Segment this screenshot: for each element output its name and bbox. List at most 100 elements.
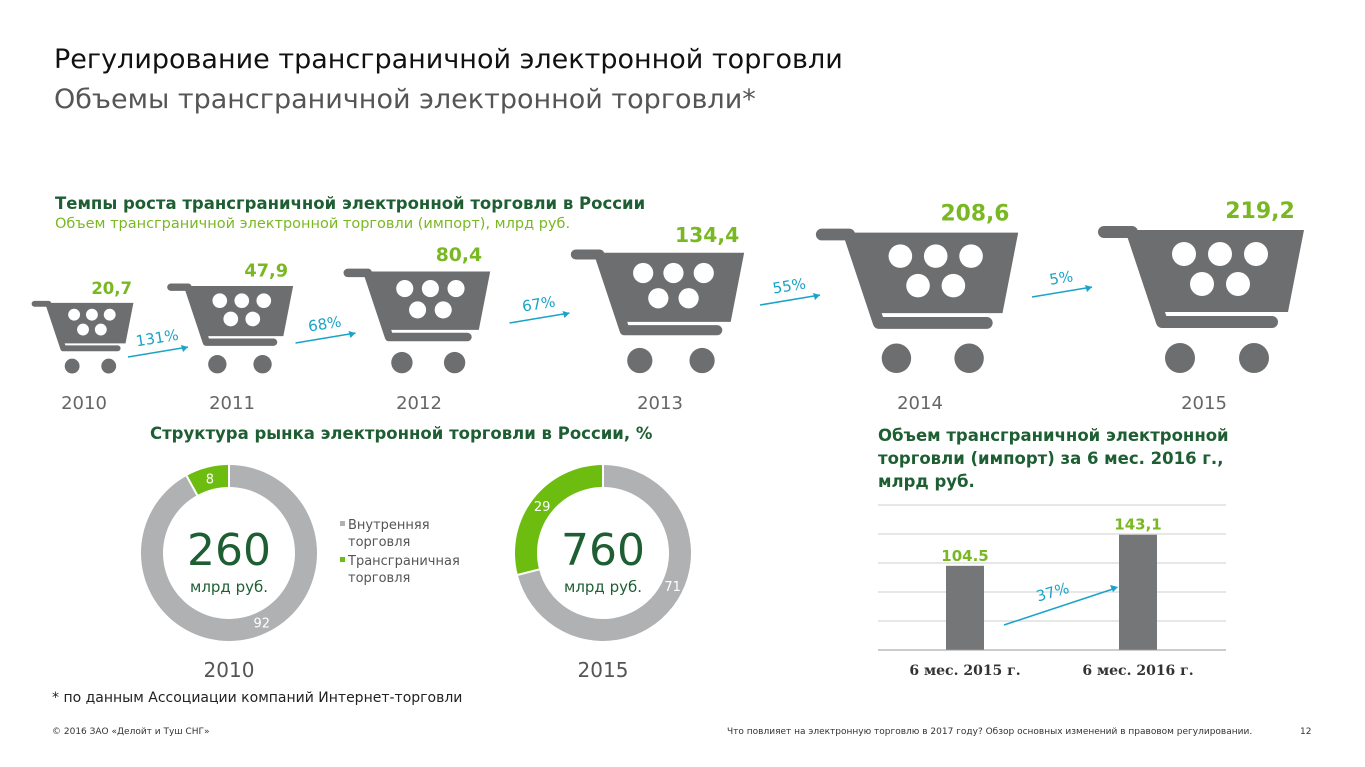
growth-arrow-head (813, 293, 820, 300)
growth-arrow-head (181, 345, 188, 352)
legend-label-domestic: Внутренняя (348, 518, 430, 533)
cart-wheel (443, 351, 466, 374)
shopping-cart-icon (815, 228, 1019, 374)
shopping-cart-icon (31, 300, 134, 374)
shopping-cart-icon (167, 283, 294, 374)
cart-wheel (391, 351, 413, 374)
donut-separator (185, 475, 199, 496)
cart-year-label: 2013 (637, 393, 683, 414)
donut-slice-crossborder (515, 465, 603, 575)
legend-item-domestic-cont: торговля (348, 534, 460, 551)
legend-swatch-green (340, 557, 345, 562)
cart-wheel (881, 343, 912, 374)
legend-item-domestic: Внутренняя (340, 517, 460, 534)
donut-total-unit: млрд руб. (190, 578, 268, 596)
cart-wheel (208, 355, 227, 374)
donut-slice-label: 8 (206, 472, 214, 487)
cart-item-circle (396, 280, 414, 298)
cart-basket (47, 302, 134, 344)
legend-label-crossborder: Трансграничная (348, 554, 460, 569)
page-subtitle: Объемы трансграничной электронной торгов… (54, 84, 756, 115)
bar-category-label: 6 мес. 2015 г. (909, 663, 1020, 679)
growth-arrow (1003, 587, 1117, 626)
footnote: * по данным Ассоциации компаний Интернет… (52, 690, 463, 706)
cart-item-circle (1208, 242, 1232, 266)
cart-item-circle (77, 323, 89, 336)
cart-year-label: 2011 (209, 393, 255, 414)
cart-item-circle (212, 293, 228, 308)
bar-value-label: 143,1 (1114, 516, 1161, 534)
cart-item-circle (1190, 272, 1214, 296)
half-year-section-title: Объем трансграничной электронной торговл… (878, 424, 1229, 493)
cart-item-circle (256, 293, 272, 308)
cart-item-circle (1226, 272, 1250, 296)
cart-item-circle (888, 244, 913, 268)
cart-wheel (954, 343, 984, 374)
cart-basket (597, 252, 745, 322)
cart-basket (847, 232, 1019, 314)
donut-year-label: 2010 (204, 658, 255, 682)
donut-slice-crossborder (186, 465, 229, 496)
bar-value-label: 104.5 (941, 547, 988, 565)
growth-label: 131% (135, 326, 180, 350)
shopping-cart-icon (570, 249, 745, 374)
cart-basket (1130, 230, 1304, 312)
shopping-cart-icon (1098, 226, 1304, 373)
growth-section-subtitle: Объем трансграничной электронной торговл… (55, 216, 571, 232)
growth-label: 5% (1048, 267, 1074, 289)
cart-item-circle (103, 308, 116, 321)
cart-wheel (689, 347, 715, 374)
cart-wheel (627, 347, 653, 374)
cart-item-circle (1172, 242, 1196, 266)
cart-item-circle (923, 244, 948, 268)
donut-total-value: 260 (187, 525, 271, 576)
page-title: Регулирование трансграничной электронной… (54, 44, 843, 75)
legend-item-crossborder: Трансграничная (340, 553, 460, 570)
growth-section-title: Темпы роста трансграничной электронной т… (55, 194, 646, 213)
growth-label: 67% (521, 293, 557, 316)
cart-item-circle (421, 280, 439, 298)
cart-item-circle (409, 301, 427, 319)
donut-slice-label: 29 (534, 500, 551, 515)
half-year-title-line1: Объем трансграничной электронной (878, 426, 1229, 445)
growth-label: 37% (1034, 579, 1071, 605)
cart-wheel (1239, 343, 1269, 373)
cart-item-circle (68, 308, 81, 321)
cart-item-circle (941, 273, 966, 298)
bar (1119, 534, 1157, 650)
legend-label-crossborder-line2: торговля (348, 571, 411, 586)
cart-wheel (253, 355, 272, 374)
cart-wheel (101, 358, 117, 374)
cart-item-circle (648, 288, 669, 309)
donut-legend: Внутренняя торговля Трансграничная торго… (340, 517, 460, 587)
cart-item-circle (906, 273, 930, 298)
growth-arrow-head (348, 331, 356, 338)
cart-item-circle (663, 262, 684, 284)
donut-slice-label: 71 (664, 580, 681, 595)
cart-value-label: 208,6 (941, 202, 1010, 227)
growth-arrow (1031, 286, 1093, 298)
footer-page-number: 12 (1300, 727, 1312, 737)
cart-item-circle (447, 280, 465, 298)
structure-section-title: Структура рынка электронной торговли в Р… (150, 424, 653, 443)
legend-label-domestic-line2: торговля (348, 535, 411, 550)
half-year-title-line2: торговли (импорт) за 6 мес. 2016 г., (878, 449, 1224, 468)
legend-swatch-grey (340, 521, 345, 526)
cart-year-label: 2014 (897, 393, 943, 414)
donut-total-unit: млрд руб. (564, 578, 642, 596)
footer-report-title: Что повлияет на электронную торговлю в 2… (727, 727, 1253, 737)
cart-item-circle (633, 262, 654, 284)
cart-item-circle (245, 311, 261, 327)
cart-item-circle (678, 288, 699, 309)
growth-arrow-head (562, 311, 570, 318)
donut-year-label: 2015 (578, 658, 629, 682)
bar-category-label: 6 мес. 2016 г. (1082, 663, 1193, 679)
cart-item-circle (1244, 242, 1268, 266)
cart-value-label: 219,2 (1225, 199, 1295, 224)
cart-wheel (64, 358, 80, 374)
growth-arrow (509, 312, 570, 324)
cart-year-label: 2015 (1181, 393, 1227, 414)
cart-item-circle (959, 244, 983, 268)
cart-year-label: 2010 (61, 393, 107, 414)
